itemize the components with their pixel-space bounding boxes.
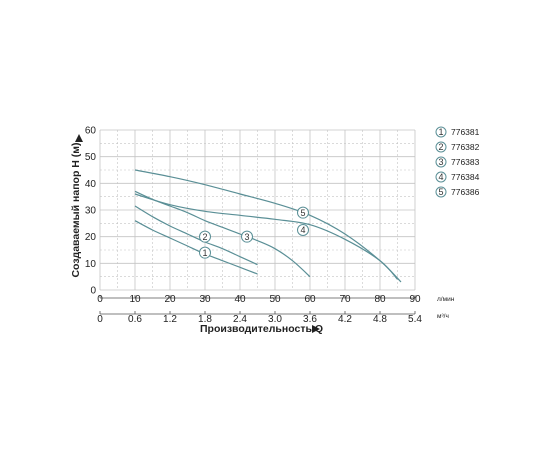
- y-tick-label: 10: [85, 259, 97, 270]
- series-line-1: [134, 220, 258, 275]
- x-tick-label-lmin: 40: [234, 294, 246, 305]
- y-axis-arrow: [75, 134, 83, 142]
- legend-entry-2: 776382: [451, 142, 480, 152]
- legend-marker-2: [435, 141, 447, 153]
- series-marker-label-2: 2: [202, 232, 207, 242]
- legend-marker-1: [435, 126, 447, 138]
- x-tick-label-m3h: 5.4: [408, 314, 422, 325]
- series-marker-5: [297, 206, 309, 219]
- x-tick-label-m3h: 2.4: [233, 314, 247, 325]
- y-tick-label: 40: [85, 179, 97, 190]
- legend: 1 776381 2 776382 3 776383 4 776384 5 776386: [435, 126, 480, 198]
- series-marker-3: [241, 230, 253, 243]
- x-tick-label-lmin: 90: [409, 294, 421, 305]
- y-axis-title: Создаваемый напор H (м): [70, 142, 82, 277]
- series-marker-1: [199, 246, 211, 259]
- x-tick-label-lmin: 10: [129, 294, 141, 305]
- legend-entry-5: 776386: [451, 187, 480, 197]
- y-tick-label: 30: [85, 206, 97, 217]
- legend-marker-4: [435, 171, 447, 183]
- legend-marker-label-3: 3: [438, 157, 443, 167]
- x-tick-label-m3h: 4.2: [338, 314, 352, 325]
- series-marker-label-5: 5: [300, 208, 305, 218]
- series-markers: 1 2 3 4 5: [199, 206, 309, 259]
- legend-marker-label-1: 1: [438, 127, 443, 137]
- x-tick-label-m3h: 0.6: [128, 314, 142, 325]
- x-axis-title: Производительность Q: [200, 323, 323, 335]
- series-lines: [134, 169, 402, 283]
- x-tick-label-lmin: 70: [339, 294, 351, 305]
- series-marker-label-1: 1: [202, 248, 207, 258]
- x-tick-label-lmin: 60: [304, 294, 316, 305]
- x-tick-label-m3h: 0: [97, 314, 103, 325]
- x-tick-label-m3h: 1.8: [198, 314, 212, 325]
- x-tick-label-m3h: 1.2: [163, 314, 177, 325]
- x-tick-label-lmin: 80: [374, 294, 386, 305]
- x-axis-m3h-unit: м³/ч: [437, 313, 449, 320]
- legend-entry-1: 776381: [451, 127, 480, 137]
- series-marker-label-3: 3: [244, 232, 249, 242]
- series-line-3: [134, 190, 311, 278]
- series-marker-2: [199, 230, 211, 243]
- x-tick-label-m3h: 4.8: [373, 314, 387, 325]
- y-tick-label: 60: [85, 126, 97, 137]
- x-tick-label-m3h: 3.6: [303, 314, 317, 325]
- legend-marker-label-5: 5: [438, 187, 443, 197]
- x-tick-label-lmin: 30: [199, 294, 211, 305]
- x-tick-label-m3h: 3.0: [268, 314, 282, 325]
- series-line-4: [134, 193, 398, 280]
- legend-marker-3: [435, 156, 447, 168]
- series-marker-4: [297, 224, 309, 236]
- y-tick-label: 20: [85, 232, 97, 243]
- legend-marker-label-4: 4: [438, 172, 443, 182]
- legend-marker-label-2: 2: [438, 142, 443, 152]
- series-line-5: [134, 169, 402, 283]
- y-tick-label: 50: [85, 152, 97, 163]
- axes: 0 10 20 30 40 50 60 0 10 20 30 40 50 60 70 80 90 л/мин 0 0.…: [75, 126, 455, 333]
- series-line-2: [134, 205, 258, 266]
- x-tick-label-lmin: 0: [97, 294, 103, 305]
- x-axis-lmin-unit: л/мин: [437, 296, 455, 303]
- x-axis-arrow: [312, 325, 320, 333]
- legend-entry-3: 776383: [451, 157, 480, 167]
- legend-marker-5: [435, 186, 447, 198]
- x-tick-label-lmin: 20: [164, 294, 176, 305]
- grid: [99, 129, 416, 291]
- legend-entry-4: 776384: [451, 172, 480, 182]
- series-marker-label-4: 4: [300, 225, 305, 235]
- y-tick-label: 0: [90, 286, 96, 297]
- x-tick-label-lmin: 50: [269, 294, 281, 305]
